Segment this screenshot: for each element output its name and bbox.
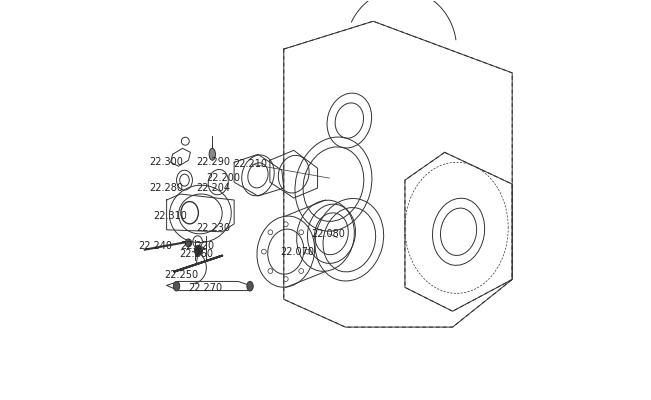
Text: 22.280: 22.280 xyxy=(149,183,183,193)
Ellipse shape xyxy=(209,148,215,160)
Text: 22.290: 22.290 xyxy=(197,157,230,167)
Text: 22.270: 22.270 xyxy=(189,283,223,293)
Text: 22.250: 22.250 xyxy=(165,270,199,280)
Ellipse shape xyxy=(186,239,191,247)
Text: 22.204: 22.204 xyxy=(197,183,230,193)
Ellipse shape xyxy=(247,282,253,291)
Text: 22.310: 22.310 xyxy=(154,211,187,221)
Text: 22.300: 22.300 xyxy=(149,157,183,167)
Text: 22.240: 22.240 xyxy=(139,241,173,251)
Ellipse shape xyxy=(195,245,202,256)
Text: 22.080: 22.080 xyxy=(312,229,346,239)
Text: 22.070: 22.070 xyxy=(281,248,314,258)
Text: 22.230: 22.230 xyxy=(197,223,230,233)
Text: 22.210: 22.210 xyxy=(233,159,267,169)
Text: 22.200: 22.200 xyxy=(206,173,240,183)
Ellipse shape xyxy=(173,282,180,291)
Text: 22.220: 22.220 xyxy=(180,241,215,251)
Text: 22.260: 22.260 xyxy=(180,249,214,259)
